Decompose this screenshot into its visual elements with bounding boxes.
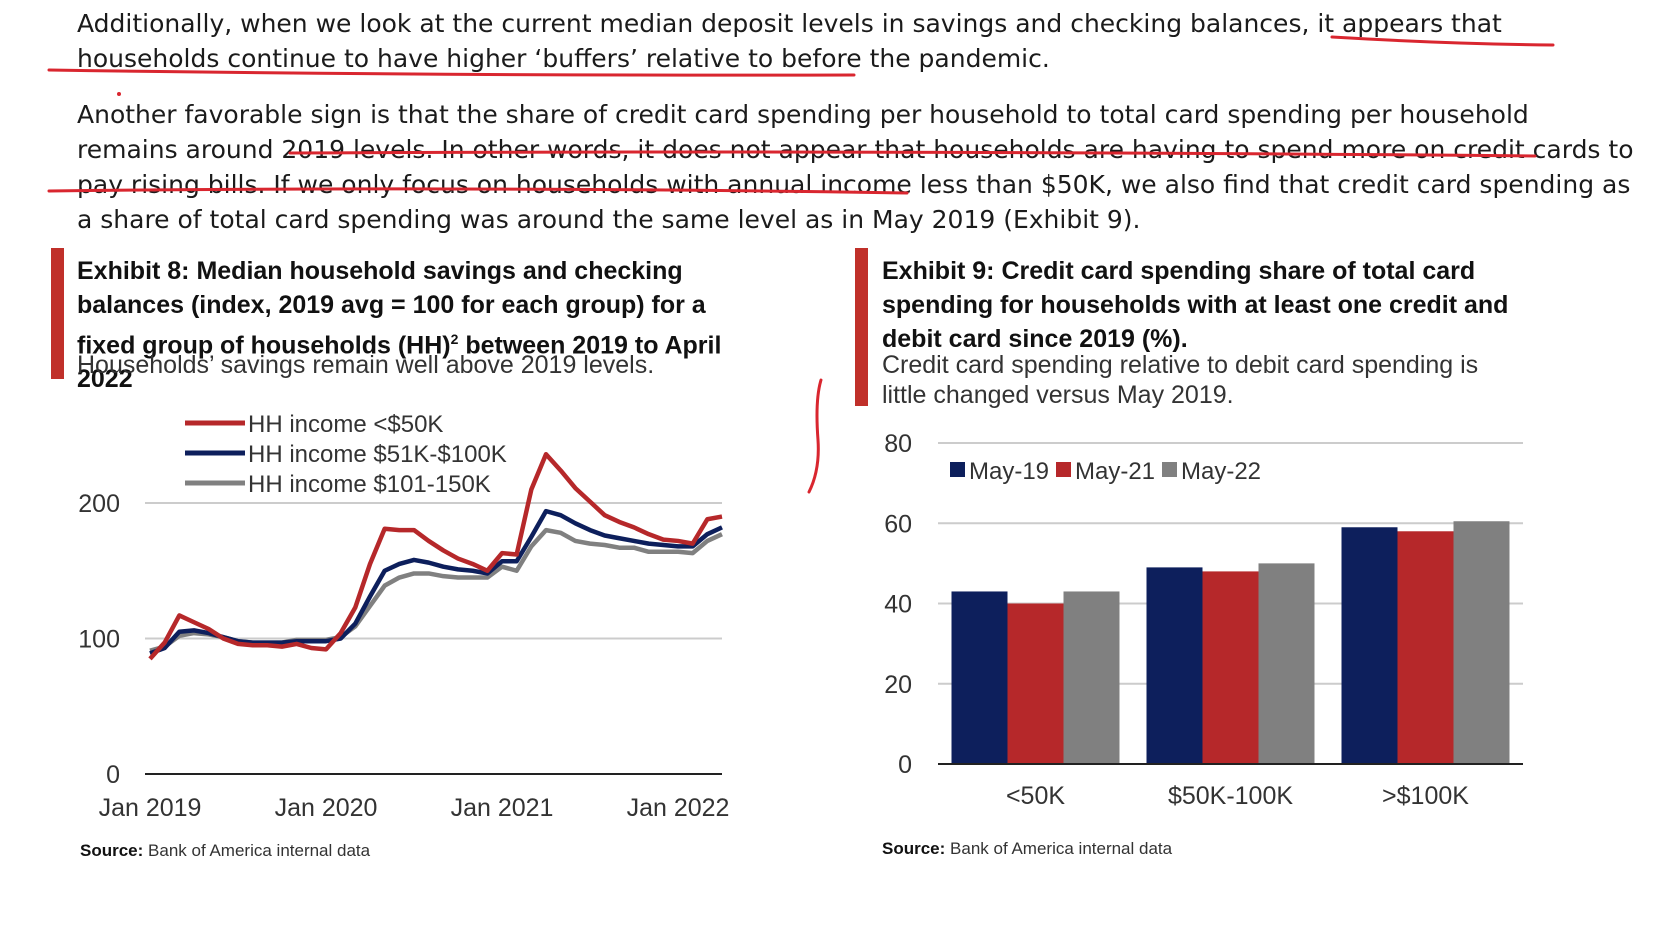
exhibit-8-subtitle: Households’ savings remain well above 20… [77, 351, 655, 379]
exhibit-9-accent-bar [855, 248, 868, 406]
paragraph-savings-buffers: Additionally, when we look at the curren… [77, 9, 1502, 73]
exhibit-9-source-label: Source: [882, 839, 946, 858]
exhibit-8-title-tail: between 2019 to April 2022 [77, 331, 722, 394]
legend-label: May-22 [1181, 458, 1261, 485]
bar [1453, 521, 1510, 764]
exhibit-8-accent-bar [51, 248, 64, 379]
legend-label: May-19 [969, 458, 1049, 485]
y-tick-label: 200 [78, 490, 120, 518]
legend-swatch [1162, 462, 1177, 477]
x-tick-label: Jan 2022 [627, 794, 730, 822]
bar [1397, 531, 1454, 764]
x-tick-label: Jan 2019 [99, 794, 202, 822]
bar [951, 591, 1008, 764]
bar [1341, 527, 1398, 764]
margin-dot [117, 92, 121, 96]
bar [1063, 591, 1120, 764]
series-line [148, 451, 723, 661]
exhibit-9-source: Source: Bank of America internal data [882, 839, 1172, 859]
x-category-label: $50K-100K [1168, 782, 1293, 810]
y-tick-label: 80 [884, 430, 912, 458]
exhibit-8-line-chart: 0 100 200 Jan 2019 Jan 2020 Jan 2021 Jan 2022 H… [78, 411, 730, 822]
x-category-label: <50K [1006, 782, 1065, 810]
exhibit-9-bar-chart: 0 20 40 60 80 <50K $50K-100K >$100K May-19 May-21… [884, 430, 1523, 810]
x-tick-label: Jan 2021 [451, 794, 554, 822]
exhibit-8-title-footnote: 2 [450, 331, 459, 347]
legend-swatch [950, 462, 965, 477]
x-tick-label: Jan 2020 [275, 794, 378, 822]
legend-label: HH income $51K-$100K [248, 441, 507, 468]
bar [1258, 563, 1315, 764]
paragraph-credit-card-share: Another favorable sign is that the share… [77, 100, 1634, 234]
legend-label: HH income <$50K [248, 411, 443, 438]
bar [1202, 571, 1259, 764]
bar [1146, 567, 1203, 764]
exhibit-8-source: Source: Bank of America internal data [80, 841, 370, 861]
exhibit-8-source-text: Bank of America internal data [148, 841, 371, 860]
exhibit-9-title: Exhibit 9: Credit card spending share of… [882, 257, 1509, 353]
legend-label: May-21 [1075, 458, 1155, 485]
exhibit-8-title-main: Exhibit 8: Median household savings and … [77, 257, 706, 360]
y-tick-label: 0 [898, 751, 912, 779]
legend-swatch [1056, 462, 1071, 477]
exhibit-9-source-text: Bank of America internal data [950, 839, 1173, 858]
legend-label: HH income $101-150K [248, 471, 491, 498]
y-tick-label: 60 [884, 510, 912, 538]
exhibit-9-subtitle: Credit card spending relative to debit c… [882, 351, 1479, 409]
exhibit-8-title: Exhibit 8: Median household savings and … [77, 254, 737, 396]
y-tick-label: 100 [78, 626, 120, 654]
exhibit-8-source-label: Source: [80, 841, 144, 860]
y-tick-label: 0 [106, 761, 120, 789]
bar [1007, 603, 1064, 764]
y-tick-label: 20 [884, 671, 912, 699]
series-line [149, 508, 723, 656]
y-tick-label: 40 [884, 591, 912, 619]
x-category-label: >$100K [1382, 782, 1469, 810]
